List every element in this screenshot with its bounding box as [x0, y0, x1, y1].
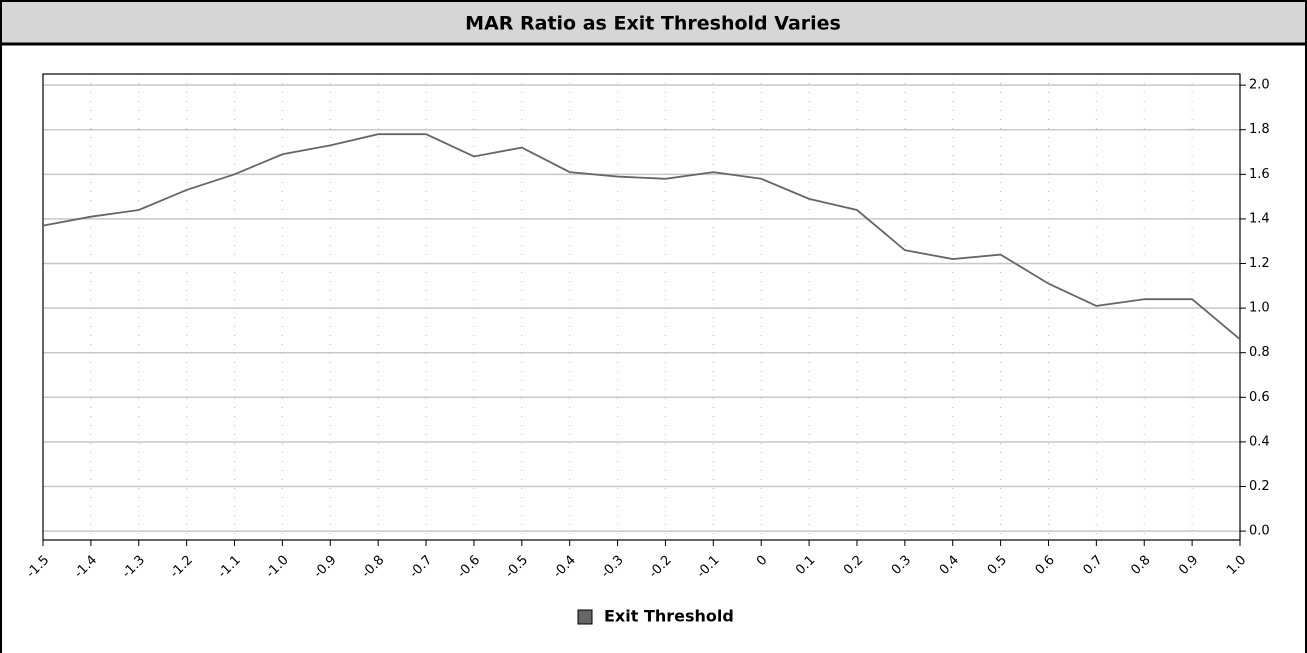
legend-swatch: [577, 609, 593, 625]
y-tick-label: 0.4: [1249, 434, 1270, 449]
y-tick-label: 1.6: [1249, 167, 1270, 182]
legend-label: Exit Threshold: [604, 607, 734, 626]
plot-border: [42, 73, 1241, 541]
y-tick-label: 1.4: [1249, 211, 1270, 226]
plot-area: [43, 74, 1240, 540]
y-tick-label: 2.0: [1249, 78, 1270, 93]
y-tick-label: 0.0: [1249, 524, 1270, 539]
title-bar: [2, 2, 1305, 43]
line: [42, 133, 1241, 341]
y-tick-label: 0.8: [1249, 345, 1270, 360]
chart-title: MAR Ratio as Exit Threshold Varies: [465, 13, 841, 35]
y-tick-label: 1.2: [1249, 256, 1270, 271]
y-tick-label: 1.8: [1249, 122, 1270, 137]
y-tick-label: 1.0: [1249, 301, 1270, 316]
y-tick-label: 0.6: [1249, 390, 1270, 405]
y-tick-label: 0.2: [1249, 479, 1270, 494]
